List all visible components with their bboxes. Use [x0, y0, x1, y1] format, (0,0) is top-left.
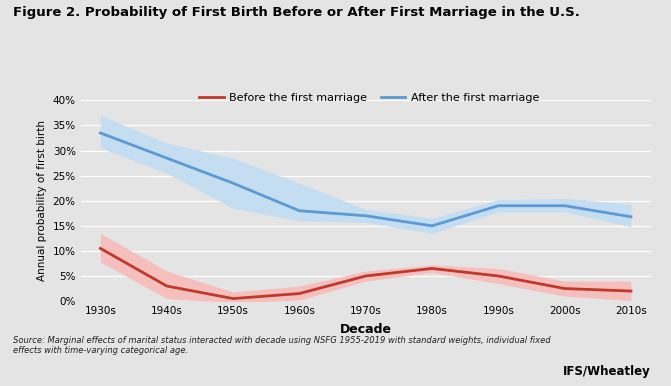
X-axis label: Decade: Decade [340, 323, 392, 336]
Text: Figure 2. Probability of First Birth Before or After First Marriage in the U.S.: Figure 2. Probability of First Birth Bef… [13, 6, 580, 19]
Legend: Before the first marriage, After the first marriage: Before the first marriage, After the fir… [195, 88, 544, 107]
Y-axis label: Annual probability of first birth: Annual probability of first birth [37, 120, 47, 281]
Text: IFS/Wheatley: IFS/Wheatley [563, 365, 651, 378]
Text: Source: Marginal effects of marital status interacted with decade using NSFG 195: Source: Marginal effects of marital stat… [13, 336, 551, 355]
